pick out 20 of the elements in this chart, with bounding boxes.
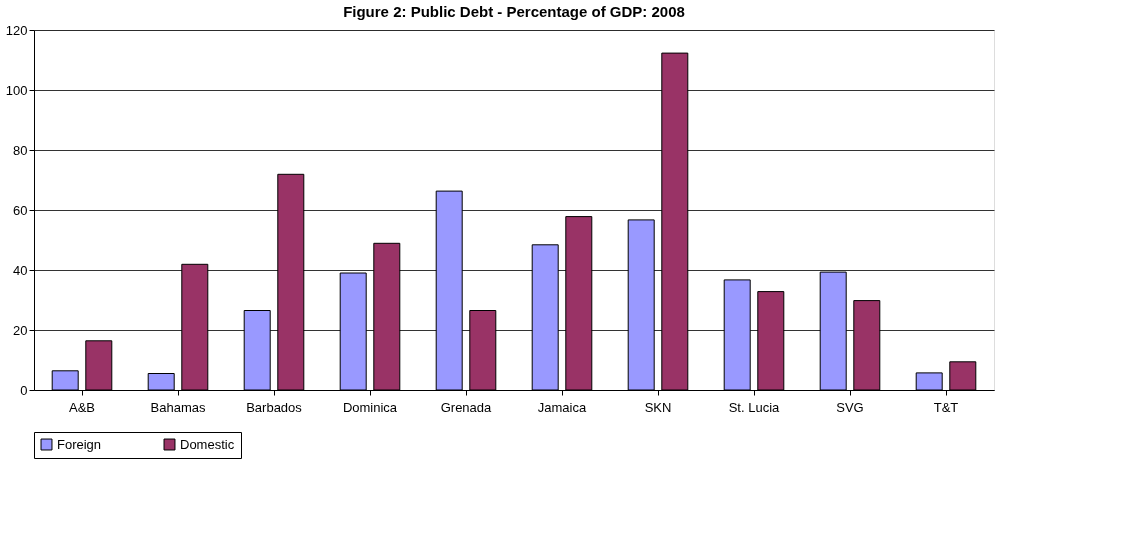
- y-tick-label: 120: [5, 22, 28, 38]
- y-tick-label: 60: [13, 202, 28, 218]
- y-tick-label: 80: [13, 142, 28, 158]
- x-tick-label: SVG: [836, 399, 864, 415]
- x-tick-label: Barbados: [246, 399, 303, 415]
- x-tick-label: Grenada: [440, 399, 493, 415]
- x-tick-label: Bahamas: [150, 399, 206, 415]
- x-tick-label: A&B: [68, 399, 96, 415]
- x-tick-label: Dominica: [342, 399, 398, 415]
- legend-label: Foreign: [57, 436, 102, 452]
- x-tick-label: St. Lucia: [728, 399, 781, 415]
- x-tick-label: T&T: [933, 399, 959, 415]
- y-tick-label: 0: [20, 382, 28, 398]
- y-tick-label: 100: [5, 82, 28, 98]
- x-tick-label: Jamaica: [537, 399, 587, 415]
- y-tick-label: 40: [13, 262, 28, 278]
- y-tick-label: 20: [13, 322, 28, 338]
- legend-label: Domestic: [180, 436, 235, 452]
- x-tick-label: SKN: [644, 399, 672, 415]
- chart-title: Figure 2: Public Debt - Percentage of GDP: 2008: [343, 3, 685, 20]
